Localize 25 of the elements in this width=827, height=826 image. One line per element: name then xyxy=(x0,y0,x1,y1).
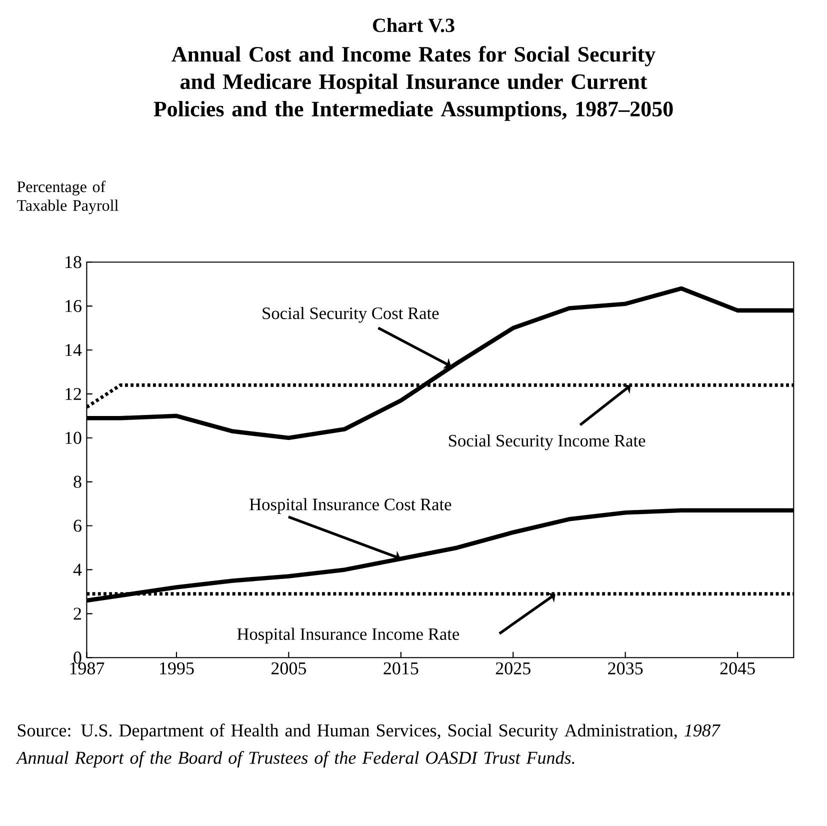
x-tick-label: 2025 xyxy=(496,662,530,675)
y-tick-label: 10 xyxy=(66,432,82,444)
y-tick-label: 14 xyxy=(66,344,82,356)
y-tick-label: 0 xyxy=(74,652,82,664)
x-tick-label: 1995 xyxy=(160,662,194,675)
y-axis-title: Percentage of Taxable Payroll xyxy=(17,180,118,214)
y-tick-label: 18 xyxy=(66,256,82,268)
x-tick-label: 2015 xyxy=(384,662,418,675)
text: Source: U.S. Department of Health and Human Services, Social Security Administration, 1987 Annual Report of the Board of Trustees of the Federal OASDI Trust Funds. xyxy=(16,724,720,768)
series-label: Hospital Insurance Cost Rate xyxy=(250,498,452,514)
y-tick-label: 8 xyxy=(74,476,82,488)
x-tick-label: 2005 xyxy=(271,662,306,675)
chart-subtitle: Annual Cost and Income Rates for Social Security and Medicare Hospital Insurance under Current Policies and the Intermediate Assumptions, 1987–2050 xyxy=(154,46,673,122)
x-tick-label: 2045 xyxy=(720,662,755,675)
y-tick-label: 12 xyxy=(66,388,81,400)
text: Social Security Cost Rate xyxy=(262,307,439,323)
y-tick-label: 2 xyxy=(74,608,81,620)
y-tick-label: 6 xyxy=(74,520,82,532)
x-tick-label: 1987 xyxy=(70,662,104,675)
y-tick-label: 4 xyxy=(73,564,82,576)
text: Social Security Income Rate xyxy=(448,434,646,450)
chart-title: Chart V.3 xyxy=(372,18,454,32)
series-label: Hospital Insurance Income Rate xyxy=(237,628,460,644)
y-tick-label: 16 xyxy=(66,300,82,312)
x-tick-label: 2035 xyxy=(608,662,643,675)
